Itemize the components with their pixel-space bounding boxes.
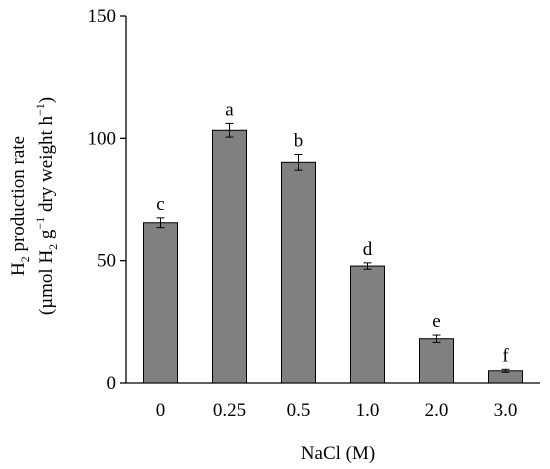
y-tick-label: 150 <box>88 6 117 27</box>
ylab1-t1: H <box>8 262 29 276</box>
significance-letter: f <box>502 345 509 366</box>
y-axis-title-line1: H2 production rate <box>8 136 32 276</box>
x-tick-label: 0.5 <box>287 400 311 421</box>
y-tick-label: 0 <box>107 373 117 394</box>
bar <box>143 222 178 384</box>
x-tick-label: 0 <box>156 400 166 421</box>
ylab2-t4: ) <box>36 97 57 103</box>
ylab2-sup2: −1 <box>33 103 47 116</box>
significance-letter: c <box>156 194 164 215</box>
significance-letter: d <box>363 239 373 260</box>
x-tick-label: 0.25 <box>213 400 246 421</box>
ylab2-t2: g <box>36 229 57 244</box>
x-axis-title: NaCl (M) <box>301 443 375 464</box>
ylab2-sub: 2 <box>46 244 60 250</box>
y-axis-title-line2: (µmol H2 g−1 dry weight h−1) <box>33 97 60 315</box>
ylab1-sub: 2 <box>18 256 32 262</box>
y-tick-label: 100 <box>88 128 117 149</box>
bar <box>350 265 385 384</box>
significance-letter: a <box>225 99 234 120</box>
bar <box>281 161 316 384</box>
bar <box>212 129 247 384</box>
y-tick-label: 50 <box>97 251 116 272</box>
ylab2-t1: (µmol H <box>36 250 57 316</box>
significance-letter: b <box>294 130 304 151</box>
ylab1-t2: production rate <box>8 136 29 256</box>
x-tick-label: 2.0 <box>425 400 449 421</box>
x-tick-label: 3.0 <box>494 400 518 421</box>
ylab2-sup1: −1 <box>33 217 47 230</box>
significance-letter: e <box>432 311 440 332</box>
bar <box>419 338 454 384</box>
plot-area: 0 50 100 150 c 0 a 0.25 b 0.5 d 1.0 e 2.0 f 3.0 <box>88 6 540 421</box>
ylab2-t3: dry weight h <box>36 115 57 216</box>
x-tick-label: 1.0 <box>356 400 380 421</box>
